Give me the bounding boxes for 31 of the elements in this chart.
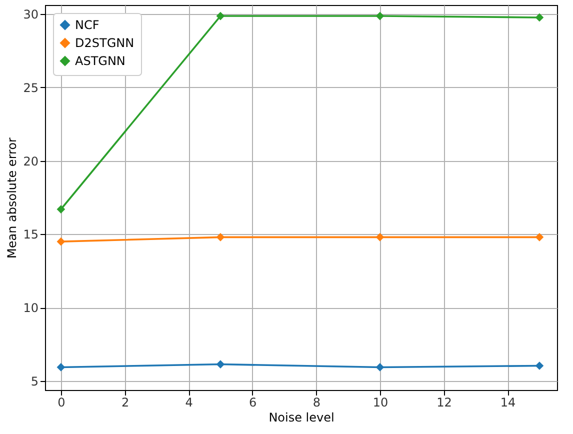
point bbox=[535, 362, 544, 370]
x-tick-label: 12 bbox=[436, 396, 452, 410]
y-tick-label: 25 bbox=[23, 80, 38, 95]
y-tick-label: 5 bbox=[30, 374, 38, 389]
y-tick-label: 30 bbox=[23, 7, 38, 22]
point bbox=[216, 12, 225, 20]
legend-label: NCF bbox=[75, 18, 100, 32]
legend-label: ASTGNN bbox=[75, 54, 126, 68]
y-axis-title: Mean absolute error bbox=[5, 137, 20, 258]
point bbox=[216, 360, 225, 368]
point bbox=[56, 205, 66, 214]
x-tick-label: 0 bbox=[58, 396, 66, 410]
x-tick-label: 10 bbox=[372, 396, 388, 410]
point bbox=[56, 363, 66, 372]
y-tick-label: 10 bbox=[23, 301, 38, 316]
point bbox=[56, 237, 66, 246]
x-tick-label: 8 bbox=[312, 396, 320, 410]
x-tick-label: 2 bbox=[121, 396, 130, 410]
point bbox=[376, 232, 384, 242]
x-tick-label: 4 bbox=[185, 396, 193, 410]
legend-label: D2STGNN bbox=[75, 36, 134, 50]
x-tick-label: 14 bbox=[500, 396, 516, 410]
point bbox=[376, 363, 384, 372]
y-tick-label: 15 bbox=[23, 228, 38, 242]
point bbox=[535, 13, 544, 22]
point bbox=[216, 232, 225, 242]
x-tick-label: 6 bbox=[249, 396, 257, 410]
point bbox=[535, 232, 544, 242]
x-axis-title: Noise level bbox=[268, 410, 334, 424]
point bbox=[376, 12, 384, 20]
y-tick-label: 20 bbox=[23, 154, 38, 168]
